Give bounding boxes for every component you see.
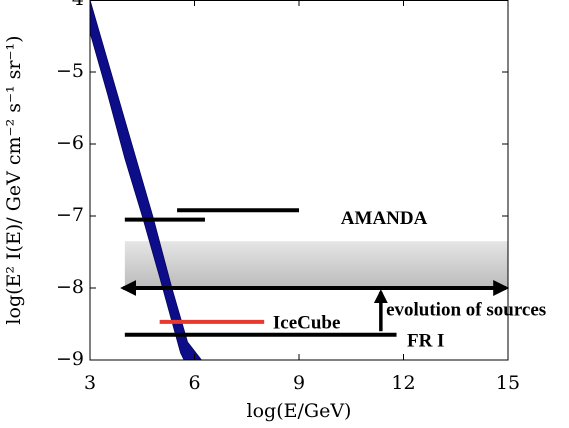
y-tick-label-1: −5 (56, 60, 84, 82)
flux-band (89, 0, 203, 361)
x-tick-label-12: 12 (391, 372, 415, 394)
y-tick-label-4: −8 (56, 276, 84, 298)
x-tick-label-3: 3 (84, 372, 96, 394)
y-tick-label-2: −6 (56, 132, 84, 154)
shaded-region (124, 241, 508, 288)
y-axis-title: log(E² I(E)/ GeV cm⁻² s⁻¹ sr⁻¹) (3, 35, 25, 324)
plot-layer: AMANDA IceCube evolution of sources FR I (89, 0, 546, 361)
x-tick-label-6: 6 (188, 372, 200, 394)
annotation-evolution-of-sources: evolution of sources (386, 299, 546, 320)
x-axis-title: log(E/GeV) (247, 400, 352, 422)
ticks-layer: 3 6 9 12 15 −4 −5 −6 −7 −8 −9 (56, 0, 520, 394)
annotation-icecube: IceCube (273, 312, 341, 333)
y-tick-label-3: −7 (56, 204, 84, 226)
x-tick-label-9: 9 (293, 372, 305, 394)
y-tick-label-0: −4 (56, 0, 84, 10)
x-tick-label-15: 15 (496, 372, 520, 394)
annotation-fr-i: FR I (407, 330, 444, 351)
annotation-amanda: AMANDA (341, 208, 428, 229)
y-tick-label-5: −9 (56, 348, 84, 370)
